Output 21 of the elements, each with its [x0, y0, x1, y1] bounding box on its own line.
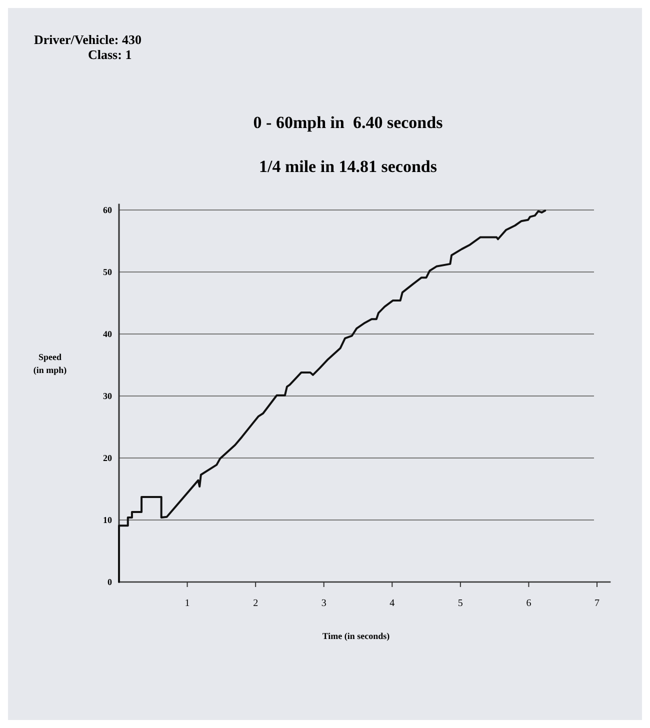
chart-title: 0 - 60mph in 6.40 seconds	[253, 113, 444, 132]
y-tick-label: 50	[103, 267, 112, 277]
x-tick-label: 3	[321, 598, 326, 609]
x-axis-title: Time (in seconds)	[322, 631, 390, 641]
x-tick-label: 5	[458, 598, 463, 609]
y-tick-label: 30	[103, 391, 112, 401]
y-tick-label: 20	[103, 453, 112, 463]
y-axis-title: Speed (in mph)	[33, 352, 67, 375]
x-tick-label: 4	[390, 598, 395, 609]
chart-subtitle: 1/4 mile in 14.81 seconds	[258, 157, 438, 176]
text: Driver/Vehicle: 430	[34, 32, 142, 47]
y-tick-label: 60	[103, 205, 112, 215]
x-tick-label: 6	[526, 598, 532, 609]
y-tick-label: 40	[103, 329, 112, 339]
y-tick-label: 0	[108, 577, 112, 587]
y-tick-label: 10	[103, 515, 112, 525]
x-tick-label: 2	[253, 598, 258, 609]
x-tick-label: 7	[594, 598, 600, 609]
x-tick-label: 1	[184, 598, 190, 609]
text: Class: 1	[88, 47, 132, 62]
line-series	[118, 210, 546, 583]
